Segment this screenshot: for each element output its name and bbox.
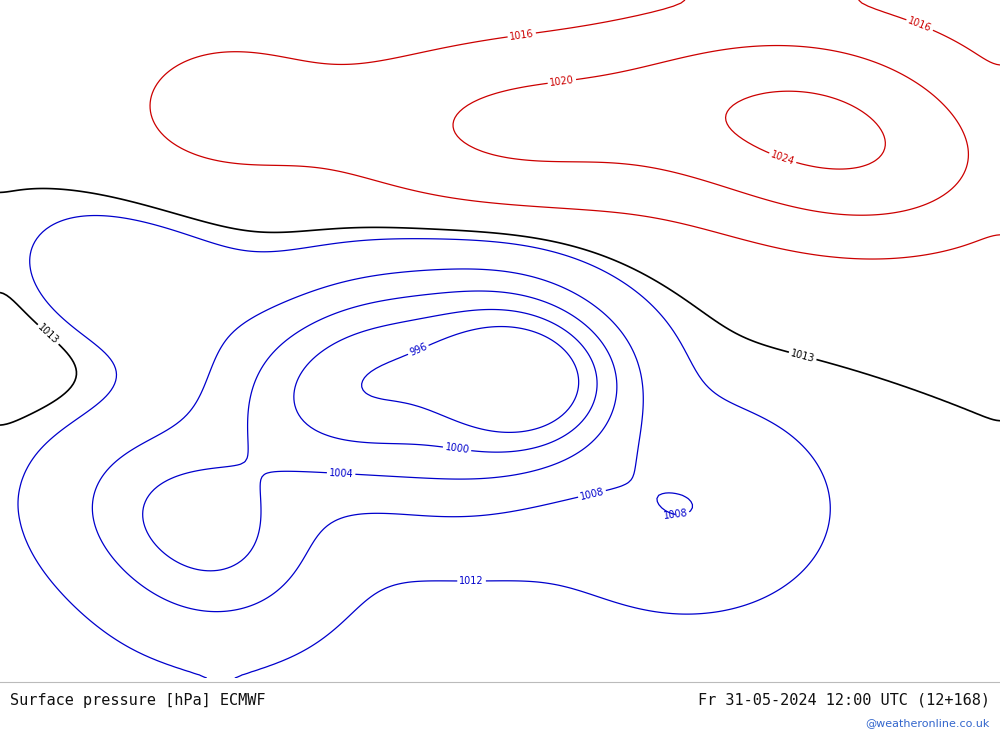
Text: 1016: 1016 <box>907 15 933 34</box>
Text: 1013: 1013 <box>790 348 816 364</box>
Text: Fr 31-05-2024 12:00 UTC (12+168): Fr 31-05-2024 12:00 UTC (12+168) <box>698 693 990 707</box>
Text: 1008: 1008 <box>663 508 688 521</box>
Text: 1020: 1020 <box>549 75 575 88</box>
Text: 1000: 1000 <box>444 443 470 455</box>
Text: 1024: 1024 <box>769 150 796 167</box>
Text: 1012: 1012 <box>459 576 484 586</box>
Text: 1013: 1013 <box>36 323 61 347</box>
Text: 996: 996 <box>408 342 429 358</box>
Text: @weatheronline.co.uk: @weatheronline.co.uk <box>866 718 990 728</box>
Text: 1008: 1008 <box>579 486 605 501</box>
Text: 1004: 1004 <box>329 468 354 479</box>
Text: 1016: 1016 <box>509 29 535 42</box>
Text: Surface pressure [hPa] ECMWF: Surface pressure [hPa] ECMWF <box>10 693 266 707</box>
